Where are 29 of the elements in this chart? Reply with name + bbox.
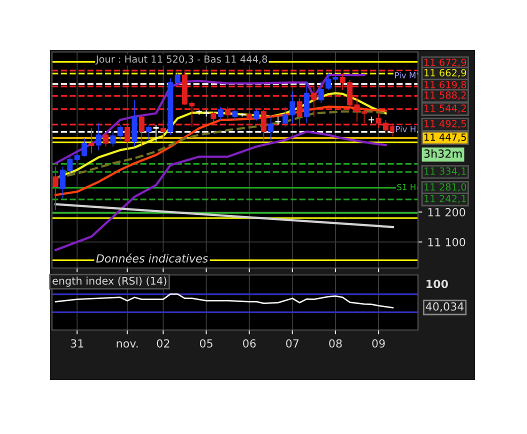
annotation: Données indicatives xyxy=(96,254,208,263)
y-tick-label: 11 200 xyxy=(428,208,466,216)
text: 40,034 xyxy=(426,302,464,312)
text: 3h32m xyxy=(424,149,462,158)
x-tick-label: 31 xyxy=(70,339,84,348)
x-tick-label: 05 xyxy=(200,339,212,348)
ref-line-label: 11 492,5 xyxy=(424,120,466,128)
ref-line-label: 11 242,1 xyxy=(424,194,466,204)
ref-line-label: 11 447,5 xyxy=(424,134,466,142)
ref-line-label: 11 544,2 xyxy=(424,104,466,113)
x-tick-label: nov. xyxy=(116,341,138,348)
x-tick-label: 09 xyxy=(372,339,385,348)
x-tick-label: 08 xyxy=(329,339,342,348)
y-tick-label: 11 100 xyxy=(428,238,466,246)
annotation: Piv M xyxy=(395,72,416,78)
annotation: Piv H xyxy=(396,126,416,132)
ref-line-label: 11 334,1 xyxy=(424,167,466,176)
x-tick-label: 07 xyxy=(286,339,299,348)
ref-line-label: 11 662,9 xyxy=(424,69,466,78)
ref-line-label: 11 281,0 xyxy=(424,183,466,192)
ref-line-label: 11 619,8 xyxy=(424,81,466,90)
annotation: S1 H xyxy=(397,184,416,190)
chart-title: Jour : Haut 11 520,3 - Bas 11 444,8 xyxy=(95,55,268,65)
text: 100 xyxy=(426,280,448,288)
chart-title: ength index (RSI) (14) xyxy=(52,276,166,287)
x-tick-label: 06 xyxy=(243,339,256,348)
ref-line-label: 11 672,9 xyxy=(424,58,466,68)
x-tick-label: 02 xyxy=(156,339,170,348)
ref-line-label: 11 588,2 xyxy=(424,91,466,100)
